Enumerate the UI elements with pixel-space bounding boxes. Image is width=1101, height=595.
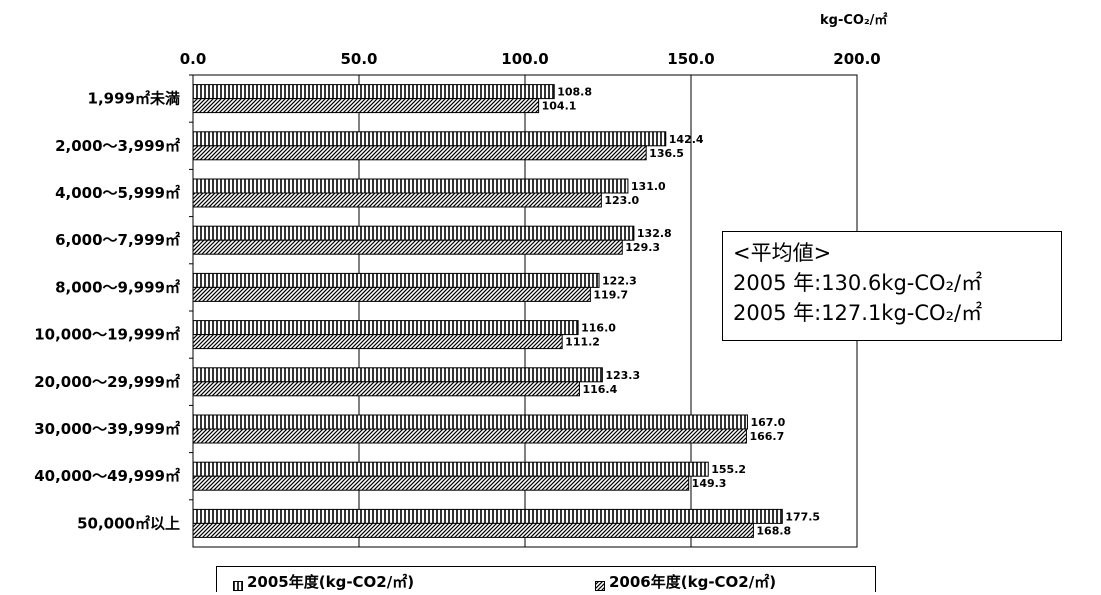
unit-label: kg-CO₂/㎡ <box>820 12 887 28</box>
data-label: 166.7 <box>749 430 784 443</box>
bar-2006 <box>192 286 591 302</box>
x-tick-labels: 0.0 50.0 100.0 150.0 200.0 <box>180 50 881 68</box>
legend-item-2006: 2006年度(kg-CO2/㎡) <box>595 571 776 592</box>
category-label: 1,999㎡未満 <box>88 90 180 108</box>
data-label: 132.8 <box>637 227 672 240</box>
bar-2005 <box>192 225 635 241</box>
average-box: <平均値> 2005 年:130.6kg-CO₂/㎡ 2005 年:127.1k… <box>722 231 1062 341</box>
bar-2005 <box>192 84 555 100</box>
x-tick-label: 100.0 <box>501 50 548 68</box>
bar-2005 <box>192 131 667 147</box>
category-label: 20,000～29,999㎡ <box>34 373 180 391</box>
category-label: 6,000～7,999㎡ <box>55 231 180 249</box>
data-label: 123.3 <box>605 369 640 382</box>
bars <box>189 74 783 538</box>
bar-2005 <box>192 461 709 477</box>
bar-2006 <box>192 145 647 161</box>
data-label: 177.5 <box>785 510 820 523</box>
data-label: 131.0 <box>631 180 666 193</box>
data-label: 167.0 <box>750 416 785 429</box>
category-labels: 1,999㎡未満 2,000～3,999㎡ 4,000～5,999㎡ 6,000～7,… <box>34 90 180 533</box>
average-title: <平均値> <box>733 241 832 265</box>
bar-2005 <box>192 414 748 430</box>
bar-2005 <box>192 320 579 336</box>
bar-2005 <box>192 508 783 524</box>
data-label: 108.8 <box>557 86 592 99</box>
data-label: 129.3 <box>625 241 660 254</box>
bar-2005 <box>192 178 629 194</box>
category-label: 8,000～9,999㎡ <box>55 278 180 296</box>
legend-swatch-2006 <box>595 577 605 591</box>
bar-2006 <box>192 192 602 208</box>
data-label: 142.4 <box>669 133 704 146</box>
legend-label-2005: 2005年度(kg-CO2/㎡) <box>247 573 415 591</box>
data-label: 116.0 <box>581 322 616 335</box>
bar-2005 <box>192 272 600 288</box>
data-label: 122.3 <box>602 274 637 287</box>
data-label: 155.2 <box>711 463 746 476</box>
average-2005-line: 2005 年:130.6kg-CO₂/㎡ <box>733 271 983 295</box>
category-label: 40,000～49,999㎡ <box>34 467 180 485</box>
category-label: 10,000～19,999㎡ <box>34 326 180 344</box>
x-tick-label: 0.0 <box>180 50 207 68</box>
data-label: 111.2 <box>565 336 600 349</box>
category-label: 4,000～5,999㎡ <box>55 184 180 202</box>
data-label: 119.7 <box>593 288 628 301</box>
category-label: 2,000～3,999㎡ <box>55 137 180 155</box>
x-tick-label: 50.0 <box>340 50 377 68</box>
bar-2006 <box>192 239 623 255</box>
data-label: 168.8 <box>756 524 791 537</box>
bar-2006 <box>192 334 563 350</box>
data-label: 116.4 <box>582 383 617 396</box>
category-label: 30,000～39,999㎡ <box>34 420 180 438</box>
legend-item-2005: 2005年度(kg-CO2/㎡) <box>233 571 414 592</box>
data-label: 149.3 <box>692 477 727 490</box>
bar-2006 <box>192 381 580 397</box>
bar-2006 <box>192 522 754 538</box>
data-label: 123.0 <box>604 194 639 207</box>
data-label: 136.5 <box>649 147 684 160</box>
data-label: 104.1 <box>542 100 577 113</box>
legend-swatch-2005 <box>233 577 243 591</box>
bar-2005 <box>192 367 603 383</box>
average-2006-line: 2005 年:127.1kg-CO₂/㎡ <box>733 301 983 325</box>
legend-label-2006: 2006年度(kg-CO2/㎡) <box>609 573 777 591</box>
bar-2006 <box>192 98 540 114</box>
category-label: 50,000㎡以上 <box>77 514 180 532</box>
x-tick-label: 200.0 <box>833 50 880 68</box>
bar-2006 <box>192 475 690 491</box>
legend: 2005年度(kg-CO2/㎡) 2006年度(kg-CO2/㎡) <box>216 566 876 592</box>
bar-2006 <box>192 428 747 444</box>
x-tick-label: 150.0 <box>667 50 714 68</box>
